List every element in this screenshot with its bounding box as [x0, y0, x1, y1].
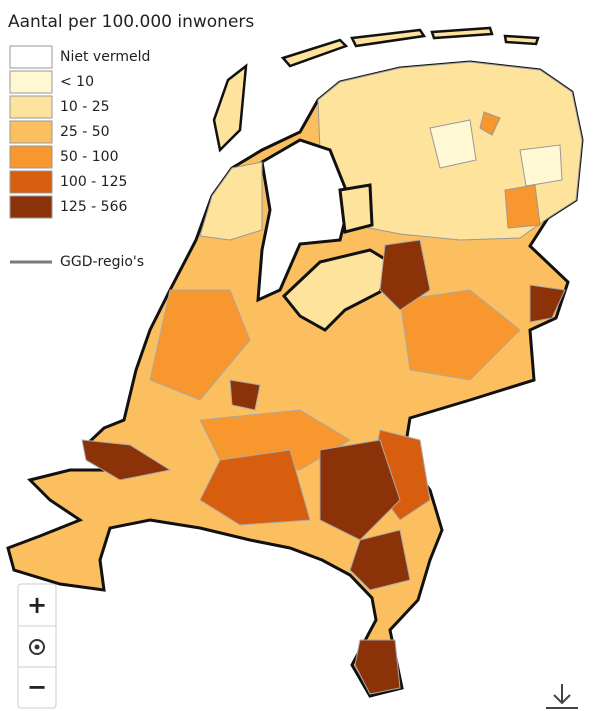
- legend-swatch: [9, 45, 53, 69]
- legend-swatch: [9, 195, 53, 219]
- legend-swatch: [9, 120, 53, 144]
- region: [149, 289, 251, 401]
- region: [529, 284, 566, 323]
- legend-label: 10 - 25: [60, 99, 110, 115]
- zoom-in[interactable]: +: [27, 591, 47, 619]
- legend-swatch: [9, 70, 53, 94]
- legend-swatch: [9, 95, 53, 119]
- region: [379, 239, 431, 311]
- legend-swatch: [9, 145, 53, 169]
- legend-title: Aantal per 100.000 inwoners: [8, 12, 254, 32]
- zoom-out[interactable]: −: [27, 673, 47, 701]
- region: [504, 184, 541, 229]
- legend-label: 25 - 50: [60, 124, 110, 140]
- region: [399, 289, 521, 381]
- legend-label: 50 - 100: [60, 149, 119, 165]
- island: [212, 63, 248, 153]
- region: [319, 439, 401, 541]
- island: [280, 38, 349, 68]
- reset-view[interactable]: [29, 639, 45, 655]
- region: [229, 379, 261, 411]
- island: [430, 26, 494, 40]
- region: [338, 183, 374, 234]
- download-button[interactable]: [546, 684, 578, 709]
- legend-label: < 10: [60, 74, 94, 90]
- region: [479, 111, 501, 136]
- legend: Aantal per 100.000 inwoners Niet vermeld…: [8, 12, 254, 270]
- region: [519, 144, 563, 187]
- legend-label: GGD-regio's: [60, 254, 144, 270]
- island: [350, 28, 427, 48]
- region: [199, 449, 311, 526]
- region: [199, 161, 263, 241]
- island: [503, 34, 540, 46]
- legend-label: 125 - 566: [60, 199, 127, 215]
- region: [429, 119, 477, 169]
- lake: [256, 138, 352, 303]
- region: [354, 639, 401, 695]
- zoom-controls: + −: [17, 583, 57, 709]
- legend-label: 100 - 125: [60, 174, 127, 190]
- legend-label: Niet vermeld: [60, 49, 150, 65]
- map: [6, 26, 584, 698]
- region: [349, 529, 411, 591]
- region: [81, 439, 172, 481]
- region: [281, 248, 392, 332]
- legend-swatch: [9, 170, 53, 194]
